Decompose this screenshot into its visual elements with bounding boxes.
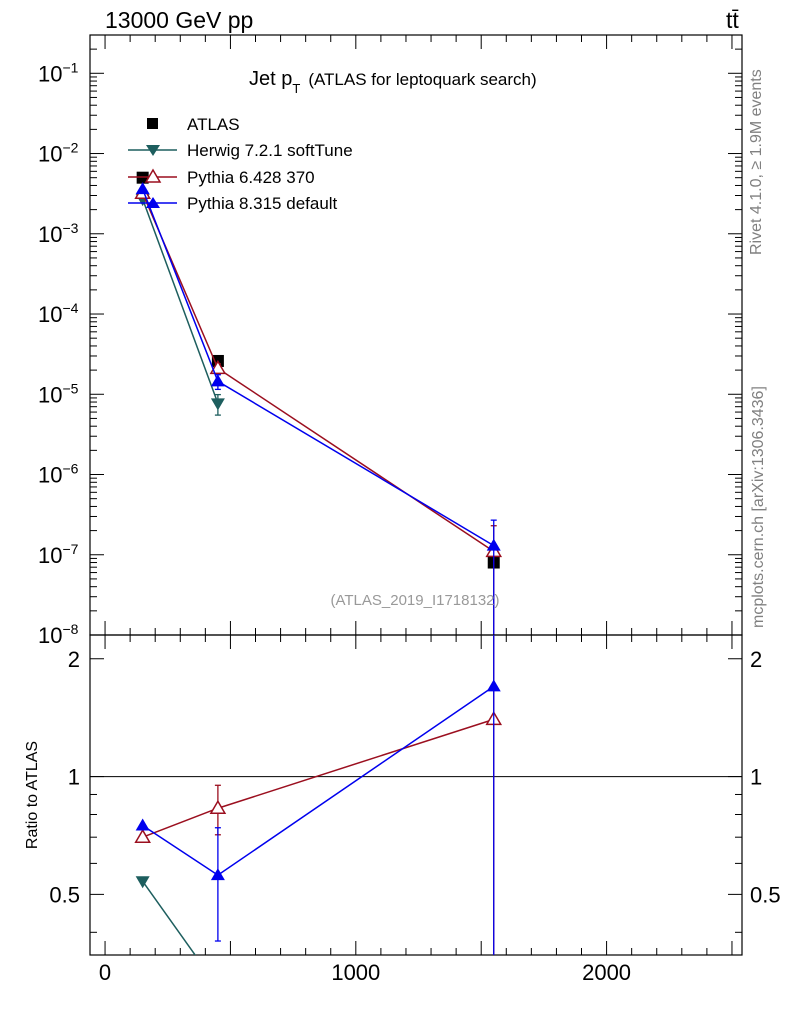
energy-label: 13000 GeV pp (105, 7, 253, 33)
ratio-y-tick-label-right: 1 (750, 765, 762, 790)
y-tick-label-exponent: −2 (62, 140, 78, 156)
main-series-herwig-7-2-1-softtune (135, 194, 225, 416)
main-line-pythia-6-428-370 (141, 192, 495, 553)
y-tick-label-base: 10 (38, 302, 62, 327)
mcplots-label: mcplots.cern.ch [arXiv:1306.3436] (750, 386, 767, 628)
y-tick-label-exponent: −6 (62, 461, 78, 477)
main-panel: 10−110−210−310−410−510−610−710−8 Jet pT(… (38, 34, 743, 648)
ratio-point-pythia-8-315-default (135, 818, 150, 831)
ratio-line-pythia-8-315-default (142, 685, 495, 877)
ratio-series-herwig-7-2-1-softtune (135, 876, 197, 955)
main-point-pythia-8-315-default (135, 182, 150, 195)
legend-marker-atlas (147, 118, 158, 129)
y-tick-label-base: 10 (38, 61, 62, 86)
title-main: Jet p (249, 68, 292, 90)
legend-label-atlas: ATLAS (187, 115, 240, 134)
legend-marker-pythia8 (146, 197, 160, 208)
y-tick-label-base: 10 (38, 463, 62, 488)
y-tick-label: 10−8 (38, 621, 79, 648)
ratio-series-pythia-6-428-370 (134, 635, 503, 955)
main-point-herwig-7-2-1-softtune (210, 398, 225, 411)
ratio-line-pythia-6-428-370 (142, 718, 494, 838)
legend-marker-pythia6 (144, 168, 162, 183)
ratio-series-pythia-8-315-default (135, 635, 501, 955)
y-tick-label-exponent: −1 (62, 59, 78, 75)
ratio-y-tick-label-right: 2 (750, 647, 762, 672)
x-tick-label: 0 (99, 960, 111, 985)
y-tick-label-base: 10 (38, 543, 62, 568)
y-tick-label-exponent: −3 (62, 220, 78, 236)
y-tick-label: 10−2 (38, 140, 79, 167)
ratio-point-pythia-6-428-370 (134, 828, 151, 843)
legend: ATLAS Herwig 7.2.1 softTune Pythia 6.428… (128, 115, 353, 213)
y-tick-label: 10−1 (38, 59, 79, 86)
legend-label-pythia6: Pythia 6.428 370 (187, 168, 315, 187)
main-tick-labels: 10−110−210−310−410−510−610−710−8 (38, 59, 79, 648)
main-line-herwig-7-2-1-softtune (141, 198, 219, 404)
main-ticks (90, 35, 742, 636)
main-series (134, 171, 503, 635)
ratio-y-tick-label-right: 0.5 (750, 882, 781, 907)
ratio-ticks (90, 635, 742, 955)
ratio-tick-labels: 0.5 0.5 1 1 2 2 0 1000 2000 (49, 647, 780, 985)
y-tick-label: 10−5 (38, 380, 79, 407)
main-series-pythia-8-315-default (135, 182, 501, 635)
ratio-series (134, 635, 503, 955)
ratio-y-tick-label: 0.5 (49, 882, 80, 907)
y-tick-label-base: 10 (38, 382, 62, 407)
main-series-atlas (136, 171, 500, 569)
main-series-pythia-6-428-370 (134, 184, 503, 635)
y-tick-label: 10−6 (38, 461, 79, 488)
main-point-pythia-8-315-default (210, 374, 225, 387)
main-point-pythia-8-315-default (486, 538, 501, 551)
ratio-line-herwig-7-2-1-softtune (142, 880, 197, 955)
y-tick-label: 10−4 (38, 300, 79, 327)
y-tick-label: 10−3 (38, 220, 79, 247)
ratio-point-pythia-8-315-default (486, 679, 501, 692)
x-tick-label: 1000 (331, 960, 380, 985)
y-tick-label-exponent: −8 (62, 621, 78, 637)
y-tick-label-base: 10 (38, 623, 62, 648)
ratio-frame (89, 634, 743, 956)
ratio-y-tick-label: 2 (68, 647, 80, 672)
analysis-watermark: (ATLAS_2019_I1718132) (330, 592, 499, 609)
y-tick-label: 10−7 (38, 541, 79, 568)
process-label: tt̄ (726, 7, 739, 33)
ratio-point-herwig-7-2-1-softtune (135, 876, 150, 889)
main-line-pythia-8-315-default (141, 188, 495, 547)
ratio-ylabel: Ratio to ATLAS (24, 741, 41, 849)
title-subscript: T (292, 81, 300, 96)
rivet-version-label: Rivet 4.1.0, ≥ 1.9M events (748, 69, 765, 255)
y-tick-label-exponent: −7 (62, 541, 78, 557)
legend-label-pythia8: Pythia 8.315 default (187, 194, 338, 213)
ratio-panel: 0.5 0.5 1 1 2 2 0 1000 2000 Ratio to ATLAS (24, 634, 781, 985)
ratio-point-pythia-8-315-default (210, 868, 225, 881)
main-title: Jet pT (ATLAS for leptoquark search) (249, 68, 537, 96)
x-tick-label: 2000 (582, 960, 631, 985)
ratio-y-tick-label: 1 (68, 765, 80, 790)
y-tick-label-exponent: −5 (62, 380, 78, 396)
legend-label-herwig: Herwig 7.2.1 softTune (187, 141, 353, 160)
y-tick-label-base: 10 (38, 222, 62, 247)
y-tick-label-exponent: −4 (62, 300, 78, 316)
y-tick-label-base: 10 (38, 142, 62, 167)
legend-marker-herwig (146, 145, 160, 156)
title-rest: (ATLAS for leptoquark search) (308, 70, 536, 89)
ratio-point-pythia-6-428-370 (209, 799, 227, 814)
